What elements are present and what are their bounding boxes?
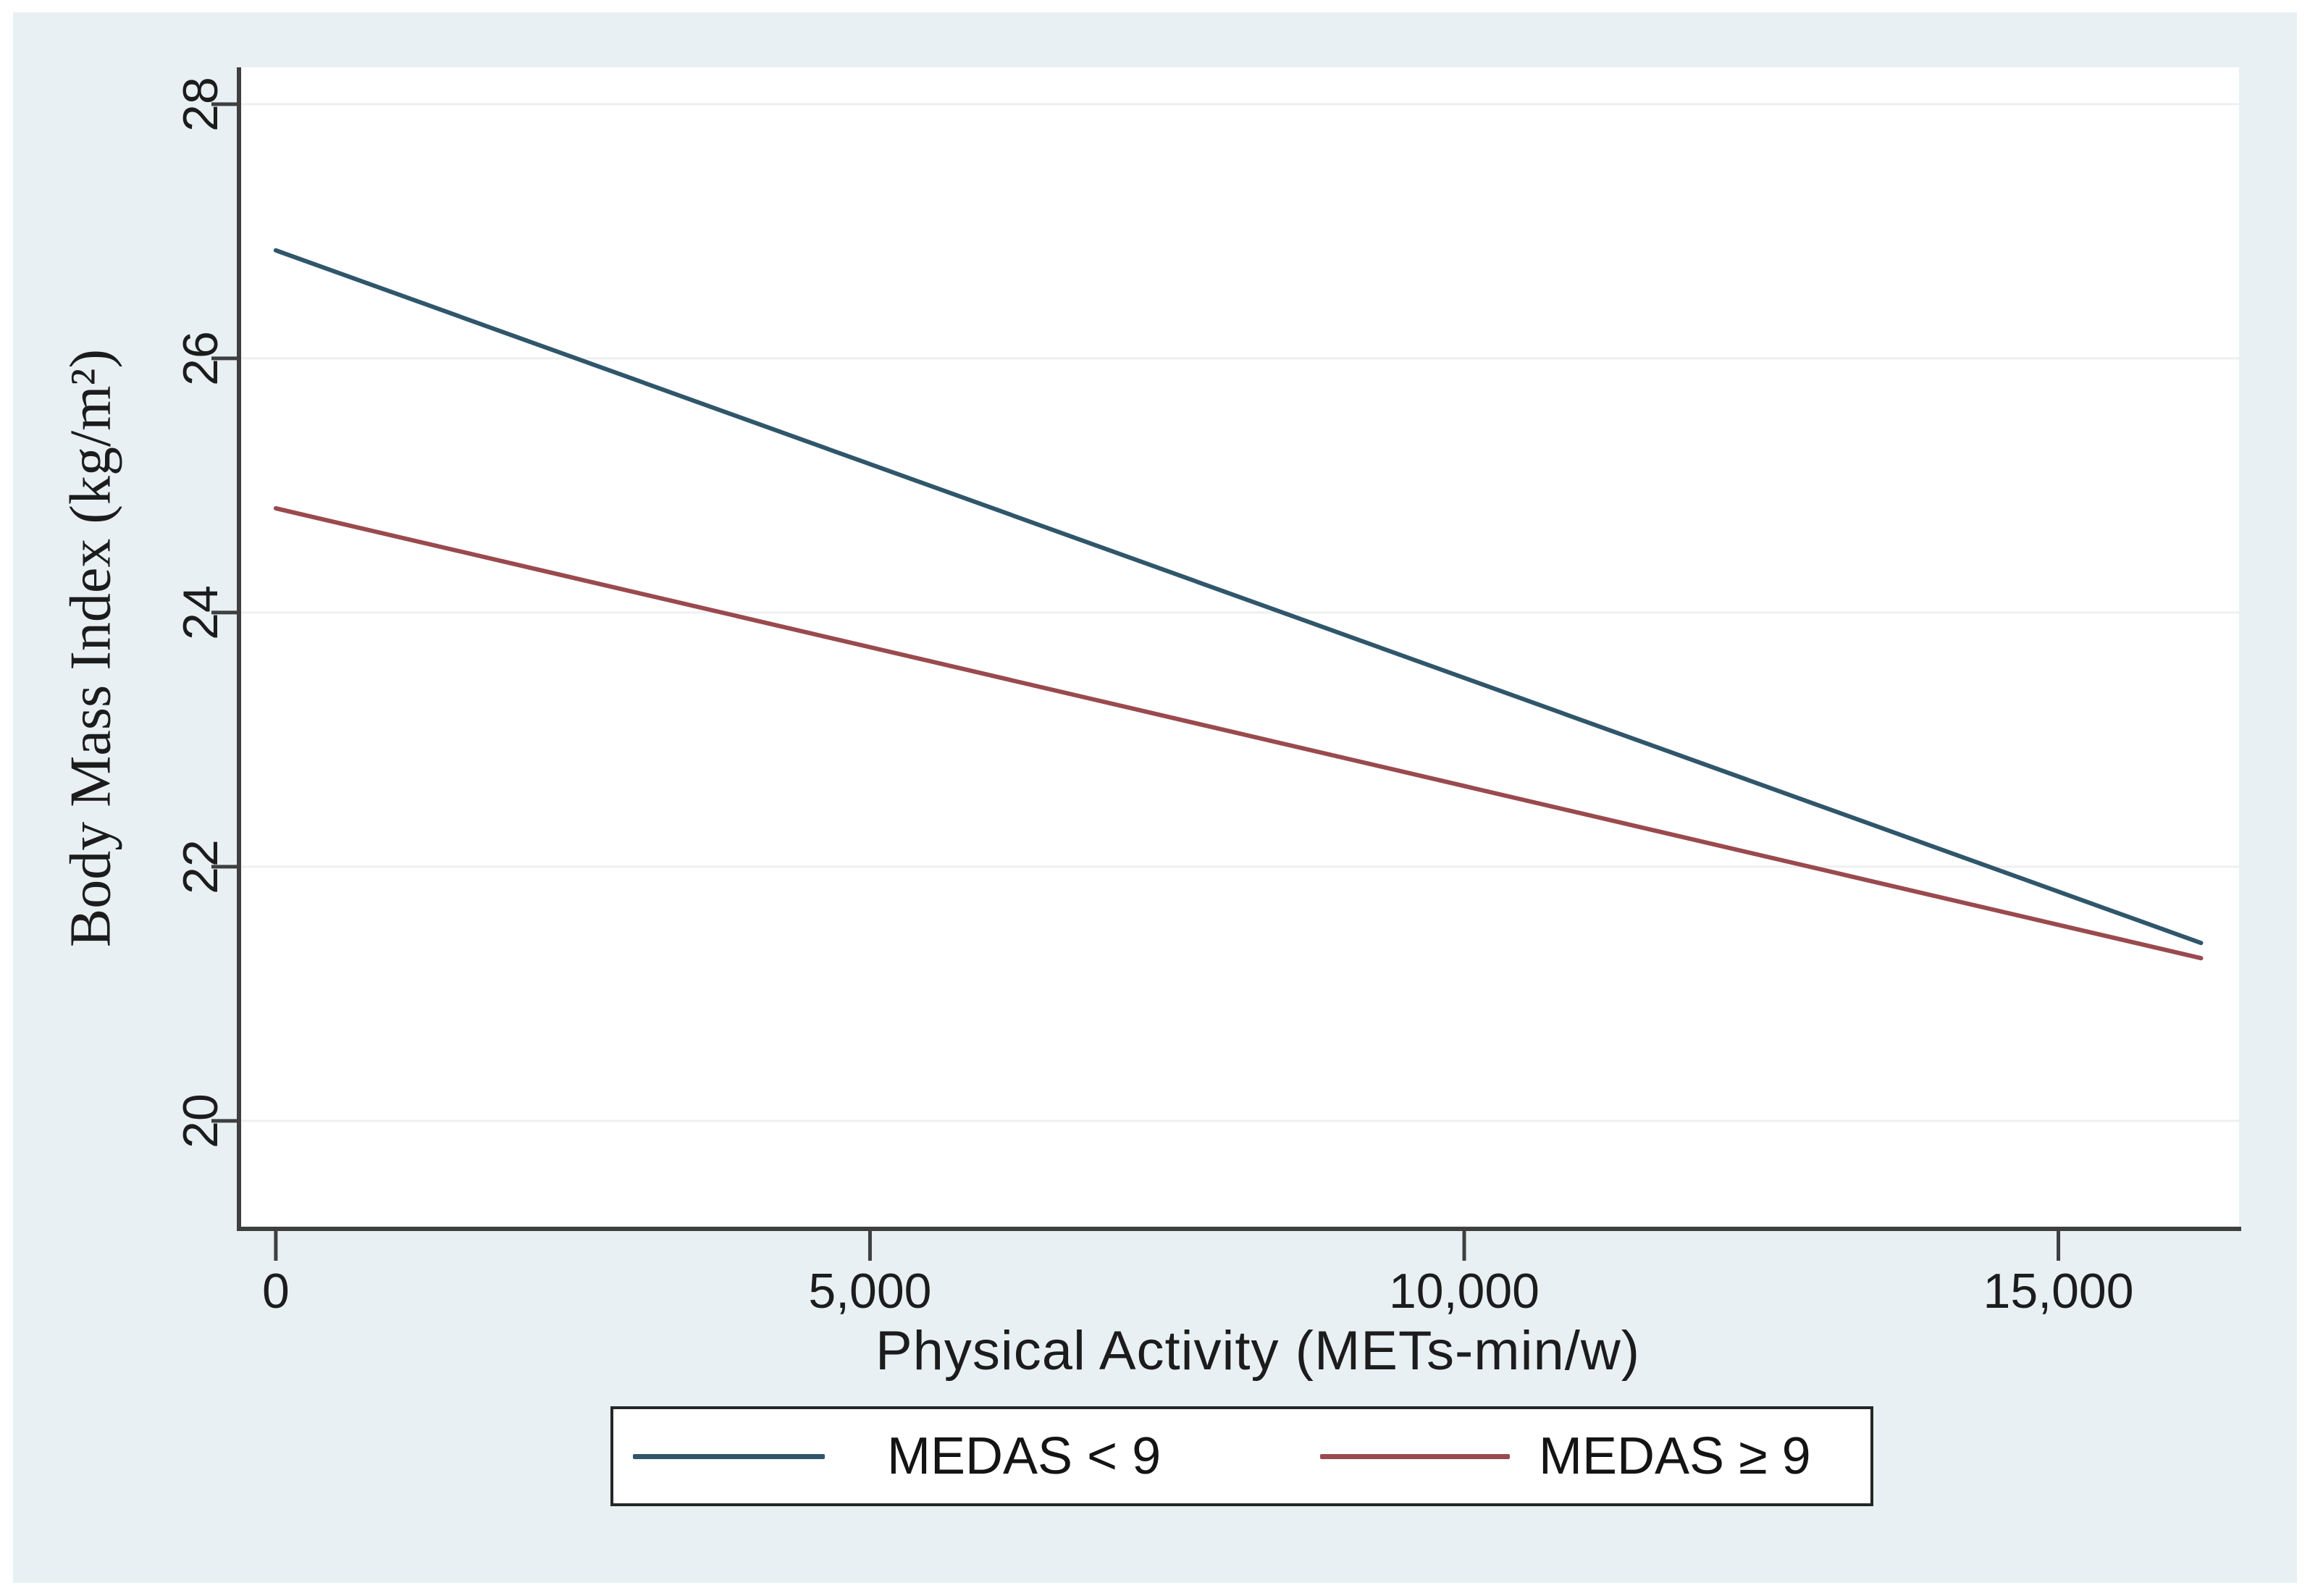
plot-area [239, 67, 2239, 1229]
legend-swatch-medas-lt-9 [633, 1454, 825, 1459]
legend-label-medas-lt-9: MEDAS < 9 [887, 1427, 1162, 1485]
y-tick-label-24: 24 [173, 585, 228, 640]
x-tick-label-5,000: 5,000 [808, 1264, 932, 1319]
x-axis-title: Physical Activity (METs-min/w) [875, 1320, 1641, 1382]
y-tick-label-28: 28 [173, 77, 228, 132]
series-line-0 [273, 248, 2204, 946]
y-tick-label-22: 22 [173, 839, 228, 894]
x-tick-label-10,000: 10,000 [1388, 1264, 1540, 1319]
x-tick-label-0: 0 [261, 1264, 290, 1319]
y-tick-label-26: 26 [173, 331, 228, 386]
y-tick-label-20: 20 [173, 1093, 228, 1148]
y-axis-title: Body Mass Index (kg/m²) [59, 348, 123, 948]
legend-box: MEDAS < 9 MEDAS ≥ 9 [610, 1406, 1873, 1506]
series-line-1 [273, 505, 2204, 961]
legend-swatch-medas-ge-9 [1320, 1454, 1510, 1459]
x-tick-label-15,000: 15,000 [1983, 1264, 2134, 1319]
legend-label-medas-ge-9: MEDAS ≥ 9 [1539, 1427, 1811, 1485]
